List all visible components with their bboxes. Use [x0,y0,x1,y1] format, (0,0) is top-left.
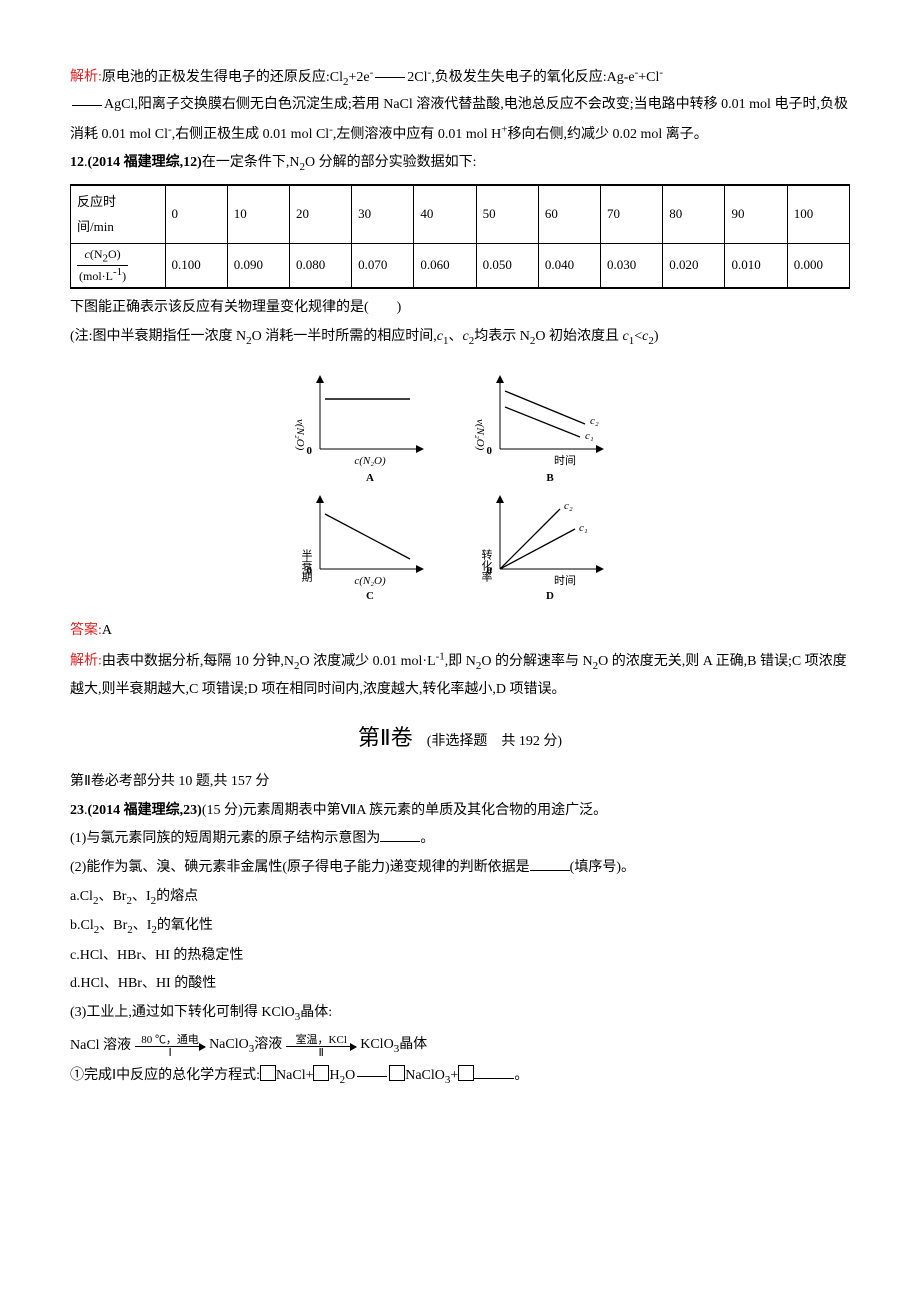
blank-box[interactable] [458,1065,474,1081]
svg-text:c₂: c₂ [590,415,599,427]
svg-text:c(N₂O): c(N₂O) [354,575,386,587]
table-cell: 0.040 [538,244,600,288]
table-cell: 40 [414,185,476,244]
table-cell: 50 [476,185,538,244]
q12-note: (注:图中半衰期指任一浓度 N2O 消耗一半时所需的相应时间,c1、c2均表示 … [70,324,850,352]
row-header: 反应时间/min [71,185,166,244]
q12-substem: 下图能正确表示该反应有关物理量变化规律的是( ) [70,295,850,322]
svg-text:C: C [366,590,374,599]
section-2-title: 第Ⅱ卷 (非选择题 共 192 分) [70,717,850,759]
arrow-bottom-label: Ⅱ [319,1047,324,1059]
svg-text:c₁: c₁ [579,522,588,534]
q23-part1: (1)与氯元素同族的短周期元素的原子结构示意图为。 [70,826,850,853]
blank-box[interactable] [260,1065,276,1081]
reaction-arrow-icon [357,1076,387,1077]
q23-part3-q1: ①完成Ⅰ中反应的总化学方程式:NaCl+H2ONaClO3+。 [70,1063,850,1091]
table-cell: 0.020 [663,244,725,288]
scheme-arrow-1: 80 ℃，通电 Ⅰ [135,1034,205,1059]
q23-stem-text: 元素周期表中第ⅦA 族元素的单质及其化合物的用途广泛。 [243,803,608,818]
table-cell: 10 [227,185,289,244]
table-row: c(N2O)(mol·L-1) 0.100 0.090 0.080 0.070 … [71,244,850,288]
table-row: 反应时间/min 0 10 20 30 40 50 60 70 80 90 10… [71,185,850,244]
q23-points: (15 分) [202,803,243,818]
svg-text:半衰期: 半衰期 [300,548,313,583]
q12-answer: 答案:A [70,618,850,645]
svg-text:0: 0 [487,445,493,457]
scheme-mid: NaClO3溶液 [209,1032,282,1060]
q12-stem-text: 在一定条件下,N2O 分解的部分实验数据如下: [202,155,477,170]
q23-stem: 23.(2014 福建理综,23)(15 分)元素周期表中第ⅦA 族元素的单质及… [70,798,850,825]
analysis-1: 解析:原电池的正极发生得电子的还原反应:Cl2+2e-2Cl-,负极发生失电子的… [70,62,850,148]
q12-number: 12 [70,155,84,170]
table-cell: 0.080 [289,244,351,288]
analysis-1-text: 原电池的正极发生得电子的还原反应:Cl2+2e-2Cl-,负极发生失电子的氧化反… [70,70,848,142]
section-2-sub: (非选择题 共 192 分) [427,734,562,749]
q12-graphs: 0 v(N₂O) c(N₂O) A c₂ c₁ 0 v(N₂O) 时间 B [70,359,850,610]
scheme-end: KClO3晶体 [360,1032,427,1060]
q23-option-d: d.HCl、HBr、HI 的酸性 [70,971,850,998]
table-cell: 0.060 [414,244,476,288]
section-2-main: 第Ⅱ卷 [358,725,413,750]
q12-analysis: 解析:由表中数据分析,每隔 10 分钟,N2O 浓度减少 0.01 mol·L-… [70,646,850,703]
analysis-label: 解析: [70,70,102,85]
table-cell: 0 [165,185,227,244]
table-cell: 0.070 [352,244,414,288]
arrow-top-label: 80 ℃，通电 [141,1034,199,1046]
table-cell: 0.000 [787,244,849,288]
scheme-start: NaCl 溶液 [70,1033,131,1060]
q23-number: 23 [70,803,84,818]
table-cell: 100 [787,185,849,244]
blank-box[interactable] [389,1065,405,1081]
svg-text:时间: 时间 [554,454,576,467]
svg-text:c(N₂O): c(N₂O) [354,455,386,467]
blank-input[interactable] [380,827,420,842]
svg-text:v(N₂O): v(N₂O) [294,419,306,451]
svg-text:转化率: 转化率 [480,548,493,583]
svg-text:时间: 时间 [554,574,576,587]
table-cell: 60 [538,185,600,244]
q23-part3-lead: (3)工业上,通过如下转化可制得 KClO3晶体: [70,1000,850,1028]
analysis-label: 解析: [70,654,102,669]
row-header: c(N2O)(mol·L-1) [71,244,166,288]
q12-stem: 12.(2014 福建理综,12)在一定条件下,N2O 分解的部分实验数据如下: [70,150,850,178]
svg-text:c₁: c₁ [585,430,594,442]
svg-text:D: D [546,590,554,599]
q23-option-a: a.Cl2、Br2、I2的熔点 [70,884,850,912]
q12-source: (2014 福建理综,12) [88,155,202,170]
svg-text:0: 0 [307,445,313,457]
answer-label: 答案: [70,623,102,638]
scheme-arrow-2: 室温，KCl Ⅱ [286,1034,356,1059]
q23-option-c: c.HCl、HBr、HI 的热稳定性 [70,943,850,970]
table-cell: 90 [725,185,787,244]
q23-option-b: b.Cl2、Br2、I2的氧化性 [70,913,850,941]
arrow-bottom-label: Ⅰ [168,1047,171,1059]
table-cell: 70 [601,185,663,244]
table-cell: 0.050 [476,244,538,288]
q12-answer-value: A [102,623,112,638]
table-cell: 30 [352,185,414,244]
section-2-subhead: 第Ⅱ卷必考部分共 10 题,共 157 分 [70,769,850,796]
table-cell: 0.090 [227,244,289,288]
q12-analysis-text: 由表中数据分析,每隔 10 分钟,N2O 浓度减少 0.01 mol·L-1,即… [70,654,847,697]
blank-box[interactable] [313,1065,329,1081]
q23-scheme: NaCl 溶液 80 ℃，通电 Ⅰ NaClO3溶液 室温，KCl Ⅱ KClO… [70,1032,427,1060]
table-cell: 20 [289,185,351,244]
q23-source: (2014 福建理综,23) [88,803,202,818]
blank-input[interactable] [530,856,570,871]
q23-part2-lead: (2)能作为氯、溴、碘元素非金属性(原子得电子能力)递变规律的判断依据是(填序号… [70,855,850,882]
graphs-svg: 0 v(N₂O) c(N₂O) A c₂ c₁ 0 v(N₂O) 时间 B [280,359,640,599]
svg-text:A: A [366,472,374,484]
svg-text:v(N₂O): v(N₂O) [474,419,486,451]
table-cell: 0.030 [601,244,663,288]
svg-text:B: B [546,472,554,484]
arrow-top-label: 室温，KCl [296,1034,347,1046]
table-cell: 0.010 [725,244,787,288]
table-cell: 80 [663,185,725,244]
table-cell: 0.100 [165,244,227,288]
q12-data-table: 反应时间/min 0 10 20 30 40 50 60 70 80 90 10… [70,184,850,289]
svg-text:c₂: c₂ [564,500,573,512]
blank-input[interactable] [474,1064,514,1079]
